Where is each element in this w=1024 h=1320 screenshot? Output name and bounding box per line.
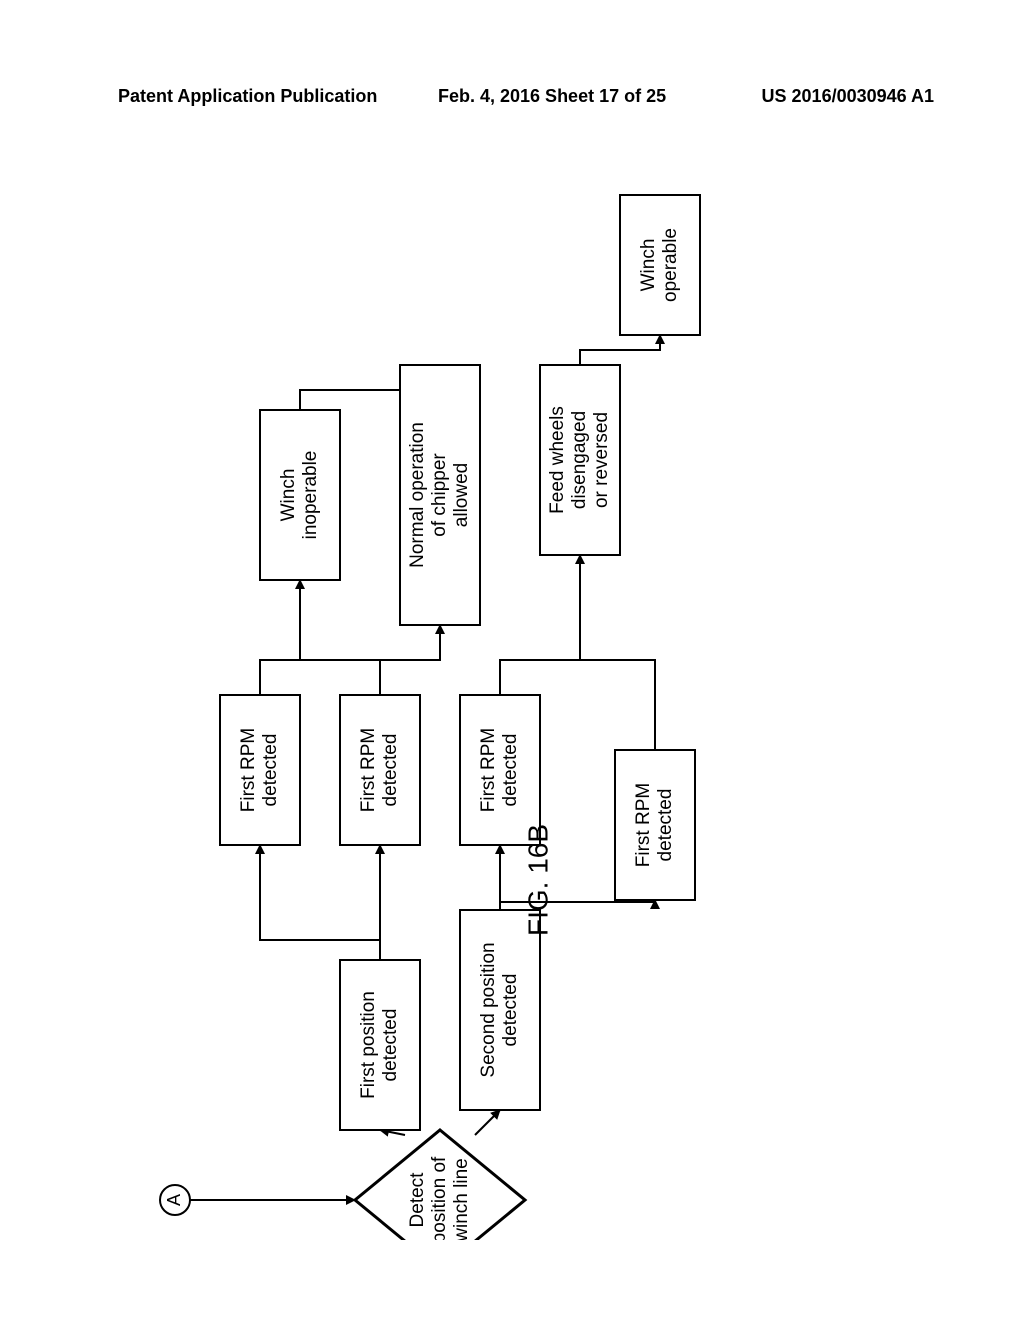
edge-rpmML_out [300,660,380,695]
svg-text:Second position: Second position [478,942,499,1077]
svg-text:position of: position of [429,1156,450,1240]
svg-text:Winch: Winch [638,239,659,292]
header-left: Patent Application Publication [118,86,377,107]
svg-text:winch line: winch line [451,1158,472,1240]
edge-rpmMR_out [500,555,580,695]
box-rpm_R-label: First RPMdetected [633,783,676,867]
svg-text:First RPM: First RPM [633,783,654,867]
header-middle: Feb. 4, 2016 Sheet 17 of 25 [438,86,666,107]
svg-text:detected: detected [380,734,401,807]
svg-text:First position: First position [358,991,379,1099]
svg-text:operable: operable [660,228,681,302]
svg-text:Feed wheels: Feed wheels [547,406,568,514]
edge-feed_to_winchop [580,335,660,365]
flowchart-svg: A Detectposition ofwinch line First positi… [140,140,900,1240]
svg-text:of chipper: of chipper [429,453,450,537]
edge-fp_branch [260,845,380,960]
box-rpm_L-label: First RPMdetected [238,728,281,812]
svg-text:detected: detected [500,974,521,1047]
svg-text:First RPM: First RPM [358,728,379,812]
box-rpm_ML-label: First RPMdetected [358,728,401,812]
box-rpm_MR-label: First RPMdetected [478,728,521,812]
svg-text:Normal operation: Normal operation [407,422,428,568]
svg-text:or reversed: or reversed [591,412,612,508]
svg-text:detected: detected [500,734,521,807]
connector-a-label: A [164,1194,184,1206]
svg-text:First RPM: First RPM [478,728,499,812]
svg-text:inoperable: inoperable [300,451,321,540]
edge-rpmML_to_normal [380,625,440,695]
flowchart-figure: A Detectposition ofwinch line First positi… [140,140,900,1240]
svg-text:detected: detected [655,789,676,862]
edge-rpmL_out [260,580,300,695]
edge-dec_to_sp [475,1110,500,1135]
figure-label: FIG. 16B [522,824,553,936]
svg-text:A: A [164,1194,184,1206]
svg-text:First RPM: First RPM [238,728,259,812]
svg-text:Detect: Detect [407,1172,428,1228]
svg-text:allowed: allowed [451,463,472,527]
svg-text:FIG. 16B: FIG. 16B [522,824,553,936]
page: Patent Application Publication Feb. 4, 2… [0,0,1024,1320]
svg-text:detected: detected [260,734,281,807]
svg-text:Winch: Winch [278,469,299,522]
header-right: US 2016/0030946 A1 [762,86,934,107]
box-winch_op-label: Winchoperable [638,228,681,302]
edge-rpmR_out [580,660,655,750]
svg-text:detected: detected [380,1009,401,1082]
box-feed_wheels-label: Feed wheelsdisengagedor reversed [547,406,612,514]
svg-text:disengaged: disengaged [569,411,590,509]
